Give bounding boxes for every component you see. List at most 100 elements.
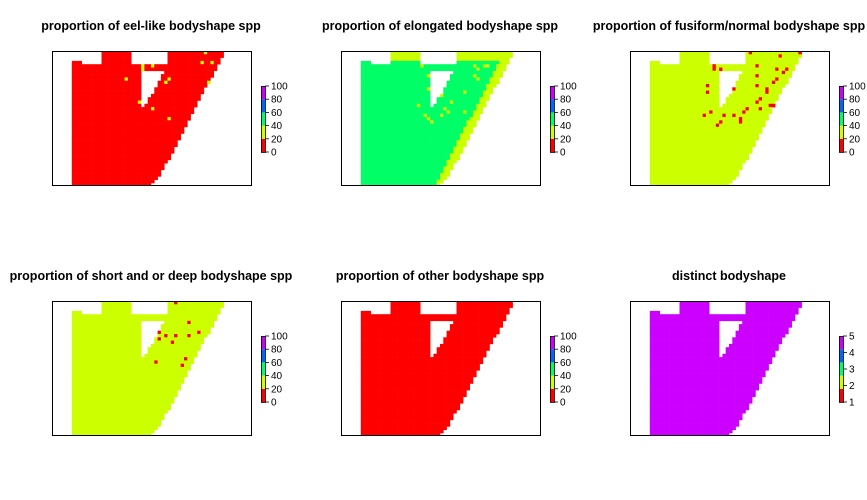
- raster-cell: [705, 57, 710, 62]
- raster-cell: [118, 74, 122, 78]
- raster-cell: [127, 93, 132, 98]
- raster-cell: [410, 136, 414, 141]
- raster-cell: [200, 70, 205, 75]
- raster-cell: [390, 80, 395, 85]
- raster-cell: [659, 107, 664, 111]
- raster-cell: [164, 327, 168, 331]
- raster-cell: [180, 347, 185, 351]
- raster-cell: [200, 307, 205, 312]
- raster-cell: [111, 126, 115, 131]
- raster-cell: [479, 87, 484, 91]
- raster-cell: [210, 74, 214, 78]
- raster-cell: [177, 77, 181, 81]
- raster-cell: [758, 100, 763, 105]
- raster-cell: [190, 77, 195, 81]
- raster-cell: [463, 67, 467, 72]
- raster-cell: [469, 117, 474, 121]
- raster-cell: [426, 166, 431, 171]
- raster-cell: [380, 80, 385, 85]
- raster-cell: [81, 169, 86, 174]
- raster-cell: [127, 51, 132, 55]
- raster-cell: [403, 133, 408, 138]
- raster-cell: [696, 159, 700, 164]
- raster-cell: [207, 51, 211, 55]
- raster-cell: [403, 77, 408, 81]
- raster-cell: [659, 140, 664, 144]
- raster-cell: [410, 130, 414, 134]
- raster-cell: [696, 163, 700, 167]
- raster-cell: [682, 143, 687, 147]
- raster-cell: [75, 103, 79, 108]
- raster-cell: [463, 87, 467, 91]
- raster-cell: [75, 90, 79, 95]
- raster-cell: [649, 136, 654, 141]
- raster-cell: [94, 350, 99, 355]
- raster-cell: [436, 64, 441, 68]
- raster-cell: [653, 173, 657, 177]
- raster-cell: [393, 93, 398, 98]
- raster-cell: [482, 74, 487, 78]
- raster-cell: [676, 64, 680, 68]
- raster-cell: [85, 90, 89, 95]
- raster-cell: [383, 84, 388, 88]
- raster-cell: [469, 67, 474, 72]
- raster-cell: [170, 97, 175, 101]
- raster-cell: [187, 77, 191, 81]
- raster-cell: [489, 51, 494, 55]
- raster-cell: [387, 74, 391, 78]
- raster-cell: [200, 304, 205, 308]
- raster-cell: [104, 146, 109, 151]
- raster-cell: [456, 84, 461, 88]
- raster-cell: [114, 360, 119, 364]
- raster-cell: [367, 87, 371, 91]
- raster-cell: [75, 357, 79, 361]
- raster-cell: [101, 126, 106, 131]
- raster-cell: [659, 90, 664, 95]
- raster-cell: [121, 90, 125, 95]
- raster-cell: [755, 133, 759, 138]
- raster-cell: [118, 330, 122, 335]
- raster-cell: [390, 77, 395, 81]
- raster-cell: [669, 110, 674, 114]
- raster-cell: [81, 93, 86, 98]
- raster-cell: [390, 57, 395, 62]
- raster-cell: [114, 353, 119, 358]
- raster-cell: [157, 360, 162, 364]
- raster-cell: [715, 126, 720, 131]
- raster-cell: [108, 367, 112, 371]
- raster-cell: [157, 100, 162, 105]
- raster-cell: [719, 166, 723, 171]
- raster-cell: [476, 74, 480, 78]
- raster-cell: [653, 159, 657, 164]
- raster-cell: [702, 140, 707, 144]
- raster-cell: [393, 90, 398, 95]
- raster-cell: [705, 156, 710, 161]
- raster-cell: [131, 84, 135, 88]
- raster-cell: [430, 179, 434, 184]
- raster-cell: [738, 97, 743, 101]
- raster-cell: [127, 113, 132, 118]
- raster-cell: [709, 176, 713, 180]
- raster-cell: [364, 74, 368, 78]
- raster-cell: [193, 310, 198, 315]
- raster-cell: [98, 370, 102, 374]
- raster-cell: [393, 150, 398, 154]
- raster-cell: [712, 153, 717, 157]
- raster-cell: [663, 64, 667, 68]
- raster-cell: [75, 67, 79, 72]
- raster-cell: [403, 93, 408, 98]
- raster-cell: [75, 84, 79, 88]
- raster-cell: [98, 130, 102, 134]
- raster-cell: [390, 103, 395, 108]
- raster-cell: [154, 360, 158, 364]
- raster-cell: [360, 84, 365, 88]
- raster-cell: [141, 120, 145, 124]
- raster-cell: [114, 133, 119, 138]
- raster-cell: [124, 380, 129, 384]
- raster-cell: [699, 60, 703, 65]
- raster-cell: [709, 93, 713, 98]
- raster-cell: [174, 324, 178, 328]
- raster-cell: [98, 347, 102, 351]
- raster-cell: [180, 70, 185, 75]
- raster-cell: [121, 107, 125, 111]
